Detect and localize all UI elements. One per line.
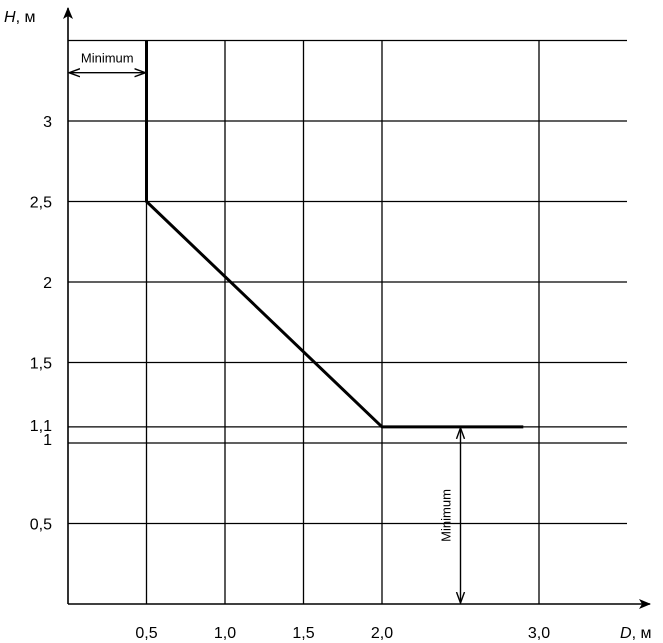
axis-titles: D, м H, м bbox=[4, 9, 651, 642]
annotation-label: Minimum bbox=[439, 489, 454, 542]
x-tick-label: 2,0 bbox=[371, 625, 393, 642]
x-tick-label: 3,0 bbox=[528, 625, 550, 642]
y-tick-label: 1,5 bbox=[30, 356, 52, 373]
x-tick-label: 0,5 bbox=[135, 625, 157, 642]
axes bbox=[63, 7, 651, 609]
x-tick-label: 1,5 bbox=[292, 625, 314, 642]
annotations: Minimum Minimum bbox=[69, 51, 461, 603]
x-tick-label: 1,0 bbox=[214, 625, 236, 642]
series-line bbox=[145, 40, 524, 429]
x-axis-title: D, м bbox=[620, 625, 651, 642]
y-tick-label: 2,5 bbox=[30, 195, 52, 212]
y-tick-label: 3 bbox=[43, 114, 52, 131]
annotation-label: Minimum bbox=[81, 51, 134, 66]
y-tick-label: 2 bbox=[43, 275, 52, 292]
y-tick-label: 0,5 bbox=[30, 517, 52, 534]
y-tick-label: 1 bbox=[43, 432, 52, 449]
grid bbox=[68, 39, 627, 604]
tick-labels: 0,5 1,0 1,5 2,0 3,0 0,5 11,1 1,5 2 2,5 3 bbox=[30, 114, 550, 642]
series bbox=[145, 40, 524, 429]
y-tick-label: 1,1 bbox=[30, 418, 52, 435]
y-axis-title: H, м bbox=[4, 9, 35, 26]
